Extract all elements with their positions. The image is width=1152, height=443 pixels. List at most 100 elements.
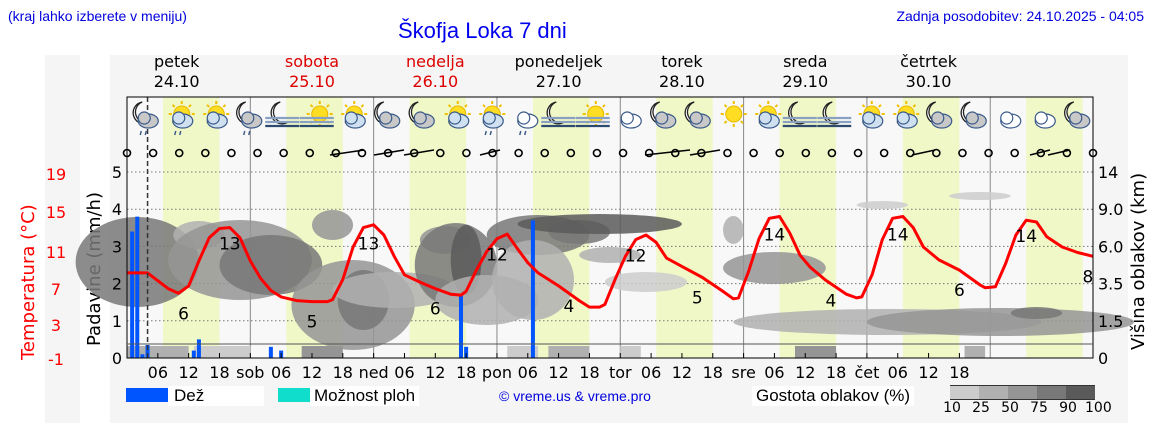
- copyright-link[interactable]: © vreme.us & vreme.pro: [499, 388, 651, 404]
- precip-tick: 1: [112, 312, 122, 331]
- sun-ray: [602, 104, 606, 108]
- wind-calm-icon: [435, 148, 445, 158]
- x-tick-label: 18: [826, 363, 846, 382]
- day-name: ponedeljek: [514, 52, 603, 71]
- region-menu-hint[interactable]: (kraj lahko izberete v meniju): [8, 8, 187, 24]
- cloud-puff: [137, 111, 151, 125]
- day-date: 29.10: [782, 72, 829, 91]
- moon-cloud-icon: [408, 101, 435, 129]
- wind-calm-icon: [305, 148, 315, 158]
- low-cloud-strip: [193, 346, 251, 358]
- sun-cloud-icon: [341, 101, 368, 129]
- moon-cloud-rain-icon: [236, 101, 263, 136]
- wind-calm-icon: [723, 148, 732, 158]
- day-name: četrtek: [900, 52, 957, 71]
- sun-ray: [758, 104, 762, 108]
- legend-rain-label: Dež: [168, 386, 264, 406]
- x-tick-label: 06: [764, 363, 784, 382]
- x-tick-label: tor: [609, 363, 632, 382]
- cloud-height-tick: 0: [1098, 349, 1108, 368]
- x-tick-label: 06: [641, 363, 661, 382]
- low-cloud-strip: [548, 346, 590, 358]
- wind-calm-icon: [958, 148, 967, 158]
- wind-calm-icon: [148, 148, 158, 158]
- density-tick: 50: [1001, 400, 1019, 416]
- low-cloud-strip: [964, 346, 986, 358]
- x-tick-label: 06: [394, 363, 414, 382]
- cloud-height-tick: 6.0: [1098, 237, 1123, 256]
- cloud-puff: [620, 111, 634, 125]
- temperature-label: 8: [1082, 267, 1093, 287]
- wind-calm-icon: [279, 148, 288, 158]
- day-name: nedelja: [405, 52, 465, 71]
- sun-ray: [774, 104, 779, 108]
- wind-calm-icon: [827, 148, 837, 158]
- rain-bar: [140, 354, 145, 358]
- moon-cloud-icon: [1064, 101, 1091, 129]
- cloud-icon: [620, 111, 642, 129]
- sun-ray: [878, 104, 882, 108]
- moon-cloud-icon: [650, 101, 677, 129]
- wind-calm-icon: [201, 148, 210, 158]
- moon-fog-icon: [782, 101, 817, 128]
- sun-cloud-icon: [858, 101, 885, 129]
- precip-tick: 3: [112, 237, 122, 256]
- cloud-puff: [517, 111, 531, 125]
- cloud-density-patch: [604, 272, 688, 292]
- day-name: torek: [661, 52, 703, 71]
- cloud-height-tick: 1.5: [1098, 312, 1123, 331]
- cloud-puff: [1034, 111, 1048, 125]
- day-date: 28.10: [659, 72, 705, 91]
- rain-drop: [484, 130, 487, 136]
- rain-bar: [145, 344, 150, 358]
- wind-calm-icon: [932, 148, 941, 158]
- rain-bar: [458, 294, 463, 358]
- precip-tick: 5: [112, 163, 122, 182]
- cloud-puff: [172, 111, 186, 125]
- sun-ray: [861, 104, 866, 108]
- wind-calm-icon: [801, 148, 811, 158]
- cloud-density-patch: [866, 308, 1135, 336]
- sun-shape: [725, 105, 743, 123]
- sun-ray: [585, 104, 590, 108]
- x-tick-label: ned: [359, 363, 389, 382]
- temperature-tick: 7: [51, 280, 61, 299]
- wind-calm-icon: [592, 148, 602, 158]
- rain-bar: [268, 346, 273, 358]
- day-header: ponedeljek 27.10: [499, 52, 619, 92]
- cloud-puff: [448, 111, 462, 125]
- cloud-density-patch: [435, 275, 539, 325]
- precip-tick: 2: [112, 275, 122, 294]
- wind-calm-icon: [1062, 148, 1072, 158]
- sun-cloud-icon: [755, 101, 782, 129]
- low-cloud-strip: [301, 346, 343, 358]
- x-tick-label: 06: [518, 363, 538, 382]
- cloud-icon: [1034, 111, 1056, 129]
- wind-calm-icon: [618, 148, 628, 158]
- low-cloud-strip: [794, 346, 837, 358]
- temperature-tick: 3: [51, 316, 61, 335]
- day-date: 24.10: [153, 72, 200, 91]
- x-tick-label: 18: [703, 363, 723, 382]
- wind-calm-icon: [879, 148, 889, 158]
- day-name: sreda: [783, 52, 828, 71]
- sun-ray: [896, 104, 900, 108]
- temperature-label: 4: [826, 291, 837, 311]
- day-header: petek 24.10: [117, 52, 237, 92]
- cloud-rain-icon: [517, 111, 539, 136]
- plot-border: [126, 96, 1094, 359]
- wind-calm-icon: [462, 148, 471, 158]
- sun-ray: [326, 104, 330, 108]
- moon-fog-icon: [817, 101, 852, 128]
- wind-barb-icon: [329, 149, 365, 156]
- wind-barb-icon: [373, 149, 405, 156]
- cloud-puff: [758, 111, 772, 125]
- x-tick-label: sre: [731, 363, 755, 382]
- cloud-puff: [413, 111, 427, 125]
- x-tick-label: 12: [795, 363, 815, 382]
- legend-showers-label: Možnost ploh: [310, 386, 420, 406]
- rain-drop: [519, 130, 522, 136]
- cloud-puff: [965, 111, 979, 125]
- rain-drop: [179, 130, 182, 136]
- last-update: Zadnja posodobitev: 24.10.2025 - 04:05: [896, 8, 1144, 24]
